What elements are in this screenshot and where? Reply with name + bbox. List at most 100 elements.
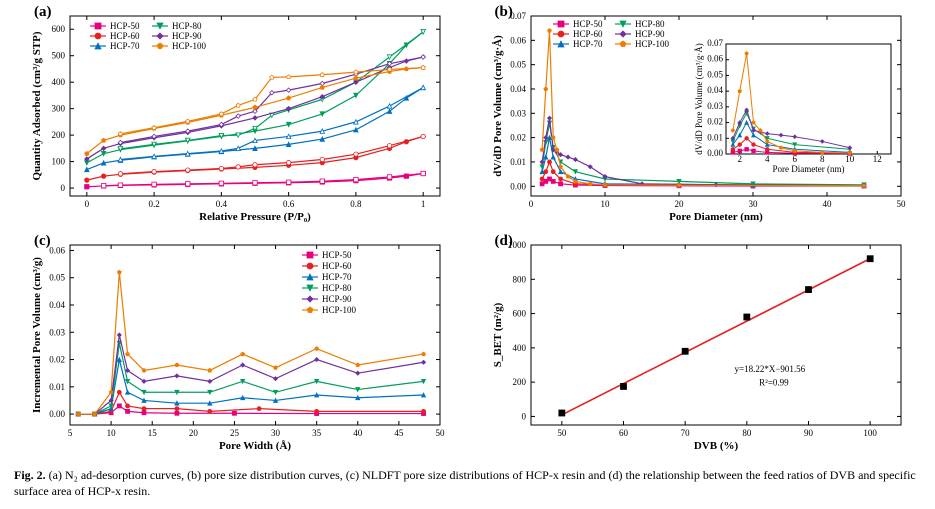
- svg-text:HCP-50: HCP-50: [110, 21, 140, 31]
- svg-text:1: 1: [421, 199, 426, 209]
- svg-text:Quantity Adsorbed (cm³/g STP): Quantity Adsorbed (cm³/g STP): [31, 31, 43, 180]
- svg-text:30: 30: [271, 428, 281, 438]
- svg-text:HCP-60: HCP-60: [573, 29, 603, 39]
- svg-text:70: 70: [680, 428, 690, 438]
- svg-text:0: 0: [85, 199, 90, 209]
- svg-text:0.00: 0.00: [510, 181, 526, 191]
- svg-text:HCP-80: HCP-80: [635, 19, 665, 29]
- chart-b: 010203040500.000.010.020.030.040.050.060…: [473, 6, 923, 231]
- svg-text:0.02: 0.02: [510, 133, 526, 143]
- chart-d: 506070809010002004006008001000DVB (%)S_B…: [473, 235, 923, 460]
- svg-text:HCP-90: HCP-90: [635, 29, 665, 39]
- svg-text:HCP-100: HCP-100: [635, 39, 670, 49]
- figure-label: Fig. 2.: [14, 468, 46, 482]
- svg-text:200: 200: [52, 130, 66, 140]
- svg-text:dV/dD Pore Volume (cm³/g·Å): dV/dD Pore Volume (cm³/g·Å): [492, 35, 504, 177]
- svg-text:800: 800: [512, 274, 526, 284]
- svg-text:HCP-90: HCP-90: [172, 31, 202, 41]
- svg-text:R²=0.99: R²=0.99: [759, 378, 789, 388]
- svg-text:10: 10: [600, 199, 610, 209]
- svg-text:HCP-80: HCP-80: [172, 21, 202, 31]
- svg-text:0.00: 0.00: [49, 409, 65, 419]
- svg-text:0: 0: [521, 411, 526, 421]
- svg-text:35: 35: [312, 428, 322, 438]
- svg-text:8: 8: [820, 154, 825, 164]
- svg-text:HCP-90: HCP-90: [322, 294, 352, 304]
- chart-c: 5 10 15 20 25 30 35 40 45 50 0.00 0.01 0.02 0.03 0.04 0…: [12, 235, 462, 460]
- svg-text:0.04: 0.04: [510, 84, 526, 94]
- figure-caption: Fig. 2. (a) N₂ ad-desorption curves, (b)…: [12, 468, 923, 499]
- svg-text:0.01: 0.01: [707, 132, 723, 142]
- svg-text:0.04: 0.04: [707, 85, 723, 95]
- svg-text:0.03: 0.03: [707, 101, 723, 111]
- svg-text:400: 400: [512, 343, 526, 353]
- svg-text:600: 600: [52, 24, 66, 34]
- svg-text:0.06: 0.06: [707, 54, 723, 64]
- svg-text:dV/dD Pore Volume (cm³/g·Å): dV/dD Pore Volume (cm³/g·Å): [694, 43, 704, 155]
- svg-text:20: 20: [674, 199, 684, 209]
- svg-text:0: 0: [61, 183, 66, 193]
- svg-text:50: 50: [896, 199, 906, 209]
- svg-text:0.6: 0.6: [283, 199, 295, 209]
- svg-text:0.04: 0.04: [49, 300, 65, 310]
- panel-d-label: (d): [495, 233, 513, 250]
- svg-text:10: 10: [107, 428, 117, 438]
- chart-a: 00.20.40.60.810100200300400500600Relativ…: [12, 6, 462, 231]
- svg-text:50: 50: [557, 428, 567, 438]
- panel-c: (c) 5 10 15 20 25 30 35 40 45 50 0.00 0.01 0.02 0.03 0…: [12, 235, 463, 460]
- svg-text:0.03: 0.03: [49, 327, 65, 337]
- figure-caption-text: (a) N₂ ad-desorption curves, (b) pore si…: [14, 468, 916, 498]
- svg-text:20: 20: [189, 428, 199, 438]
- svg-text:12: 12: [872, 154, 881, 164]
- svg-text:500: 500: [52, 51, 66, 61]
- panel-a-label: (a): [34, 4, 52, 21]
- svg-text:40: 40: [822, 199, 832, 209]
- svg-text:HCP-100: HCP-100: [172, 41, 207, 51]
- panel-b: (b) 010203040500.000.010.020.030.040.050…: [473, 6, 924, 231]
- svg-text:0.05: 0.05: [49, 273, 65, 283]
- svg-text:HCP-50: HCP-50: [573, 19, 603, 29]
- svg-text:25: 25: [230, 428, 240, 438]
- svg-text:S_BET (m²/g): S_BET (m²/g): [492, 302, 504, 367]
- svg-text:0.4: 0.4: [216, 199, 228, 209]
- svg-text:Relative Pressure (P/P₀): Relative Pressure (P/P₀): [199, 211, 311, 223]
- svg-text:0.8: 0.8: [350, 199, 362, 209]
- panel-c-label: (c): [34, 233, 51, 250]
- svg-text:45: 45: [394, 428, 404, 438]
- svg-text:40: 40: [353, 428, 363, 438]
- svg-text:Pore Diameter (nm): Pore Diameter (nm): [772, 164, 844, 174]
- svg-text:5: 5: [68, 428, 73, 438]
- svg-text:0.06: 0.06: [49, 245, 65, 255]
- svg-text:400: 400: [52, 77, 66, 87]
- svg-text:0.01: 0.01: [49, 382, 65, 392]
- panel-a: (a) 00.20.40.60.810100200300400500600Rel…: [12, 6, 463, 231]
- svg-text:HCP-80: HCP-80: [322, 283, 352, 293]
- svg-text:15: 15: [148, 428, 158, 438]
- svg-text:Pore Width (Å): Pore Width (Å): [219, 440, 291, 452]
- svg-text:y=18.22*X−901.56: y=18.22*X−901.56: [734, 364, 805, 374]
- svg-text:0.02: 0.02: [49, 355, 65, 365]
- svg-text:80: 80: [742, 428, 752, 438]
- svg-text:300: 300: [52, 104, 66, 114]
- svg-text:0.00: 0.00: [707, 148, 723, 158]
- svg-text:HCP-70: HCP-70: [322, 272, 352, 282]
- svg-text:50: 50: [436, 428, 446, 438]
- svg-text:Pore Diameter (nm): Pore Diameter (nm): [669, 211, 763, 223]
- svg-text:HCP-70: HCP-70: [110, 41, 140, 51]
- svg-text:4: 4: [765, 154, 770, 164]
- svg-text:600: 600: [512, 309, 526, 319]
- svg-text:60: 60: [619, 428, 629, 438]
- svg-text:HCP-50: HCP-50: [322, 250, 352, 260]
- svg-text:0.01: 0.01: [510, 157, 526, 167]
- panel-b-label: (b): [495, 4, 513, 21]
- svg-text:0.05: 0.05: [510, 60, 526, 70]
- svg-text:Incremental Pore Volume (cm³/g: Incremental Pore Volume (cm³/g): [31, 257, 43, 413]
- svg-text:HCP-60: HCP-60: [110, 31, 140, 41]
- svg-text:0.06: 0.06: [510, 35, 526, 45]
- svg-text:200: 200: [512, 377, 526, 387]
- panel-d: (d) 506070809010002004006008001000DVB (%…: [473, 235, 924, 460]
- svg-text:2: 2: [737, 154, 742, 164]
- svg-text:0: 0: [528, 199, 533, 209]
- svg-text:HCP-100: HCP-100: [322, 305, 357, 315]
- svg-text:DVB (%): DVB (%): [693, 440, 738, 452]
